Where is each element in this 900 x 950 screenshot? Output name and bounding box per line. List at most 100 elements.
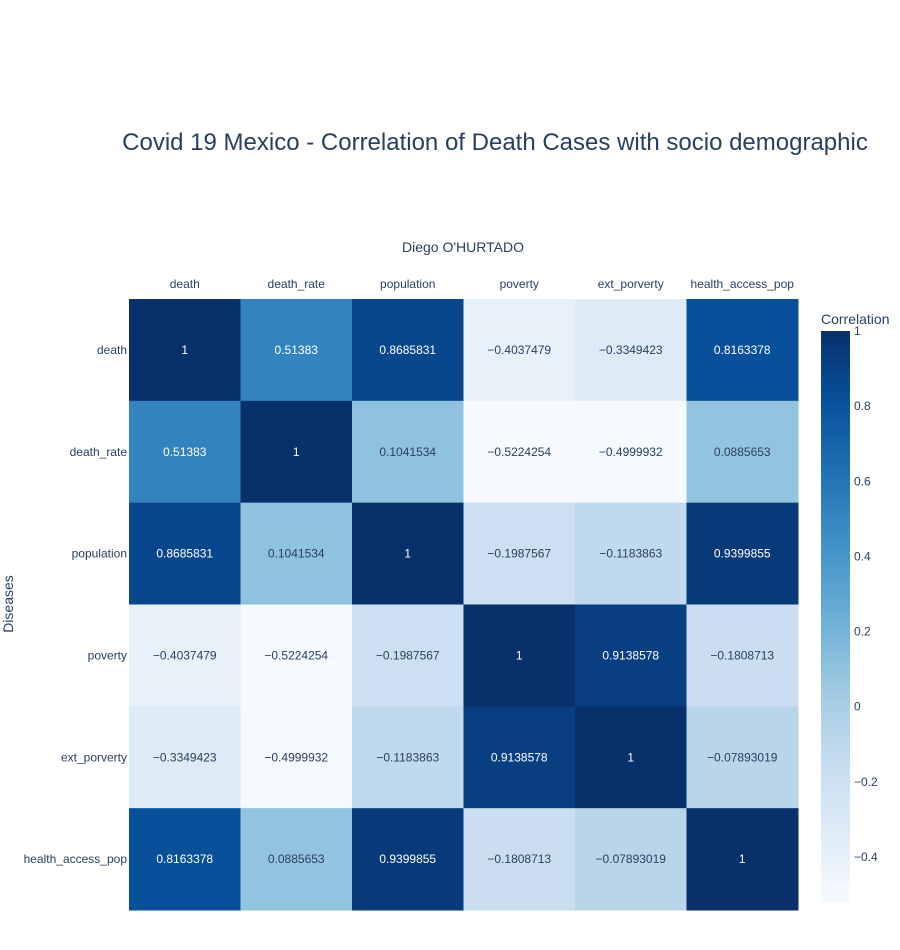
heatmap-cell bbox=[463, 502, 576, 605]
cell-value-label: 1 bbox=[404, 547, 411, 561]
colorbar-tick-label: −0.4 bbox=[854, 850, 878, 864]
cell-value-label: −0.4999932 bbox=[264, 750, 328, 764]
heatmap-cell bbox=[463, 400, 576, 504]
y-tick-label: poverty bbox=[88, 648, 127, 662]
colorbar: Correlation 1 0.8 0.6 0.4 0.2 0 −0.2 −0.4 bbox=[821, 311, 889, 903]
cell-value-label: −0.1183863 bbox=[599, 547, 662, 561]
heatmap-cell bbox=[240, 604, 353, 707]
cell-value-label: −0.1987567 bbox=[376, 648, 440, 662]
y-tick-label: ext_porverty bbox=[61, 750, 127, 764]
colorbar-gradient bbox=[821, 331, 850, 903]
heatmap-cell bbox=[686, 808, 799, 911]
heatmap-cell bbox=[129, 299, 241, 402]
x-tick-label: health_access_pop bbox=[691, 277, 795, 291]
heatmap-cell bbox=[240, 706, 353, 809]
cell-value-label: 0.9138578 bbox=[491, 750, 548, 764]
heatmap-cell bbox=[352, 706, 464, 809]
cell-value-label: 0.9399855 bbox=[714, 547, 771, 561]
y-axis-ticks: death death_rate population poverty ext_porv… bbox=[24, 343, 128, 866]
colorbar-tick-label: 0.6 bbox=[854, 474, 871, 488]
cell-value-label: 1 bbox=[627, 750, 634, 764]
cell-value-label: 0.8163378 bbox=[714, 343, 771, 357]
cell-value-label: 1 bbox=[739, 852, 746, 866]
heatmap-cell bbox=[575, 400, 687, 504]
cell-value-label: −0.3349423 bbox=[153, 750, 217, 764]
cell-value-label: −0.07893019 bbox=[707, 750, 778, 764]
heatmap-cell bbox=[129, 808, 241, 911]
x-tick-label: ext_porverty bbox=[598, 277, 664, 291]
heatmap-cell bbox=[575, 808, 687, 911]
cell-value-label: 0.1041534 bbox=[268, 547, 325, 561]
chart-subtitle: Diego O'HURTADO bbox=[402, 239, 524, 255]
cell-value-label: −0.1987567 bbox=[487, 547, 551, 561]
cell-value-label: 0.0885653 bbox=[714, 445, 771, 459]
heatmap-cell bbox=[575, 299, 687, 402]
cell-value-label: 0.8685831 bbox=[379, 343, 436, 357]
colorbar-tick-label: 0.2 bbox=[854, 625, 871, 639]
y-axis-label: Diseases bbox=[0, 575, 16, 633]
heatmap-cell bbox=[463, 706, 576, 809]
cell-value-label: −0.1808713 bbox=[710, 648, 774, 662]
heatmap-cell bbox=[575, 604, 687, 707]
cell-value-label: −0.4037479 bbox=[153, 648, 217, 662]
cell-value-label: 0.8685831 bbox=[156, 547, 213, 561]
colorbar-tick-label: 0.4 bbox=[854, 549, 871, 563]
cell-value-label: −0.1183863 bbox=[376, 750, 439, 764]
y-tick-label: population bbox=[72, 547, 127, 561]
x-axis-ticks: death death_rate population poverty ext_porv… bbox=[170, 277, 795, 291]
heatmap-cell bbox=[686, 604, 799, 707]
cell-value-label: −0.1808713 bbox=[487, 852, 551, 866]
cell-value-label: 0.51383 bbox=[163, 445, 207, 459]
x-tick-label: death_rate bbox=[268, 277, 326, 291]
x-tick-label: population bbox=[380, 277, 435, 291]
heatmap-cell bbox=[575, 706, 687, 809]
cell-value-label: 1 bbox=[181, 343, 188, 357]
heatmap-cell bbox=[129, 604, 241, 707]
heatmap-cell bbox=[240, 808, 353, 911]
heatmap-cell bbox=[352, 502, 464, 605]
heatmap-cell bbox=[352, 299, 464, 402]
cell-value-label: 0.0885653 bbox=[268, 852, 325, 866]
heatmap-cell bbox=[575, 502, 687, 605]
cell-value-label: 0.8163378 bbox=[156, 852, 213, 866]
heatmap-cell bbox=[463, 808, 576, 911]
x-tick-label: poverty bbox=[500, 277, 539, 291]
heatmap-cell bbox=[686, 706, 799, 809]
heatmap-cell bbox=[352, 808, 464, 911]
heatmap-cell bbox=[352, 604, 464, 707]
heatmap-cell bbox=[686, 502, 799, 605]
colorbar-tick-label: 1 bbox=[854, 324, 861, 338]
heatmap-cell bbox=[463, 604, 576, 707]
heatmap-cell bbox=[352, 400, 464, 504]
cell-value-label: −0.4999932 bbox=[599, 445, 663, 459]
heatmap-cell bbox=[129, 706, 241, 809]
colorbar-title: Correlation bbox=[821, 311, 889, 327]
heatmap-cells: 1 0.51383 0.8685831 −0.4037479 −0.3349423 0.8… bbox=[129, 299, 799, 911]
heatmap-cell bbox=[686, 400, 799, 504]
colorbar-tick-label: 0.8 bbox=[854, 399, 871, 413]
cell-value-label: −0.5224254 bbox=[487, 445, 551, 459]
y-tick-label: death bbox=[97, 343, 127, 357]
x-tick-label: death bbox=[170, 277, 200, 291]
cell-value-label: −0.4037479 bbox=[487, 343, 551, 357]
cell-value-label: 0.51383 bbox=[275, 343, 319, 357]
heatmap-cell bbox=[129, 502, 241, 605]
cell-value-label: 0.9399855 bbox=[379, 852, 436, 866]
cell-value-label: −0.07893019 bbox=[596, 852, 667, 866]
cell-value-label: −0.5224254 bbox=[264, 648, 328, 662]
heatmap-cell bbox=[686, 299, 799, 402]
heatmap-cell bbox=[129, 400, 241, 504]
y-tick-label: death_rate bbox=[70, 445, 128, 459]
cell-value-label: −0.3349423 bbox=[599, 343, 663, 357]
cell-value-label: 1 bbox=[293, 445, 300, 459]
chart-title: Covid 19 Mexico - Correlation of Death C… bbox=[122, 129, 868, 156]
heatmap-cell bbox=[463, 299, 576, 402]
y-tick-label: health_access_pop bbox=[24, 852, 128, 866]
heatmap-cell bbox=[240, 299, 353, 402]
heatmap-cell bbox=[240, 502, 353, 605]
colorbar-tick-label: 0 bbox=[854, 700, 861, 714]
cell-value-label: 0.1041534 bbox=[379, 445, 436, 459]
cell-value-label: 1 bbox=[516, 648, 523, 662]
cell-value-label: 0.9138578 bbox=[602, 648, 659, 662]
